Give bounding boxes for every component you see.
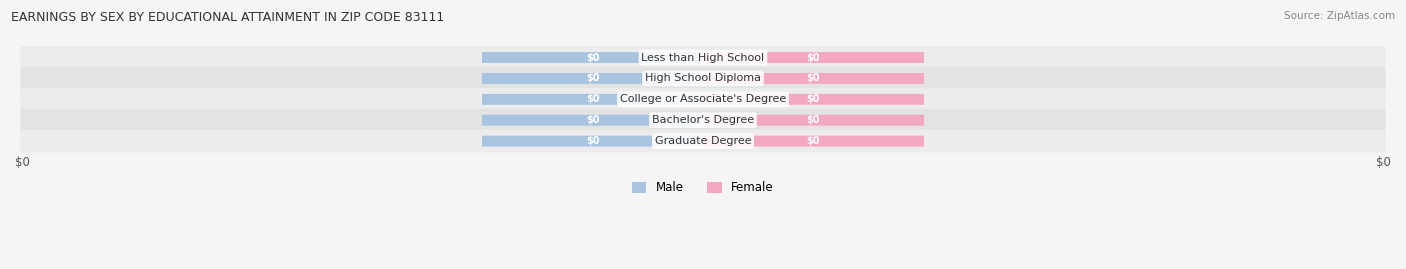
Text: $0: $0 — [586, 115, 600, 125]
Text: Graduate Degree: Graduate Degree — [655, 136, 751, 146]
FancyBboxPatch shape — [702, 136, 924, 147]
Text: High School Diploma: High School Diploma — [645, 73, 761, 83]
Text: $0: $0 — [806, 73, 820, 83]
Text: College or Associate's Degree: College or Associate's Degree — [620, 94, 786, 104]
Text: EARNINGS BY SEX BY EDUCATIONAL ATTAINMENT IN ZIP CODE 83111: EARNINGS BY SEX BY EDUCATIONAL ATTAINMEN… — [11, 11, 444, 24]
Text: Less than High School: Less than High School — [641, 52, 765, 63]
FancyBboxPatch shape — [702, 73, 924, 84]
FancyBboxPatch shape — [21, 46, 1385, 69]
FancyBboxPatch shape — [702, 94, 924, 105]
Text: $0: $0 — [806, 94, 820, 104]
Text: $0: $0 — [586, 136, 600, 146]
FancyBboxPatch shape — [482, 94, 704, 105]
Text: $0: $0 — [806, 115, 820, 125]
Text: $0: $0 — [806, 52, 820, 63]
Legend: Male, Female: Male, Female — [627, 177, 779, 199]
Text: $0: $0 — [586, 73, 600, 83]
Text: $0: $0 — [1376, 156, 1391, 169]
FancyBboxPatch shape — [702, 115, 924, 126]
FancyBboxPatch shape — [21, 109, 1385, 132]
FancyBboxPatch shape — [482, 115, 704, 126]
FancyBboxPatch shape — [482, 52, 704, 63]
Text: $0: $0 — [806, 136, 820, 146]
FancyBboxPatch shape — [21, 130, 1385, 153]
FancyBboxPatch shape — [21, 67, 1385, 90]
FancyBboxPatch shape — [21, 88, 1385, 111]
Text: $0: $0 — [586, 52, 600, 63]
Text: $0: $0 — [586, 94, 600, 104]
FancyBboxPatch shape — [702, 52, 924, 63]
FancyBboxPatch shape — [482, 73, 704, 84]
Text: Bachelor's Degree: Bachelor's Degree — [652, 115, 754, 125]
Text: $0: $0 — [15, 156, 30, 169]
FancyBboxPatch shape — [482, 136, 704, 147]
Text: Source: ZipAtlas.com: Source: ZipAtlas.com — [1284, 11, 1395, 21]
